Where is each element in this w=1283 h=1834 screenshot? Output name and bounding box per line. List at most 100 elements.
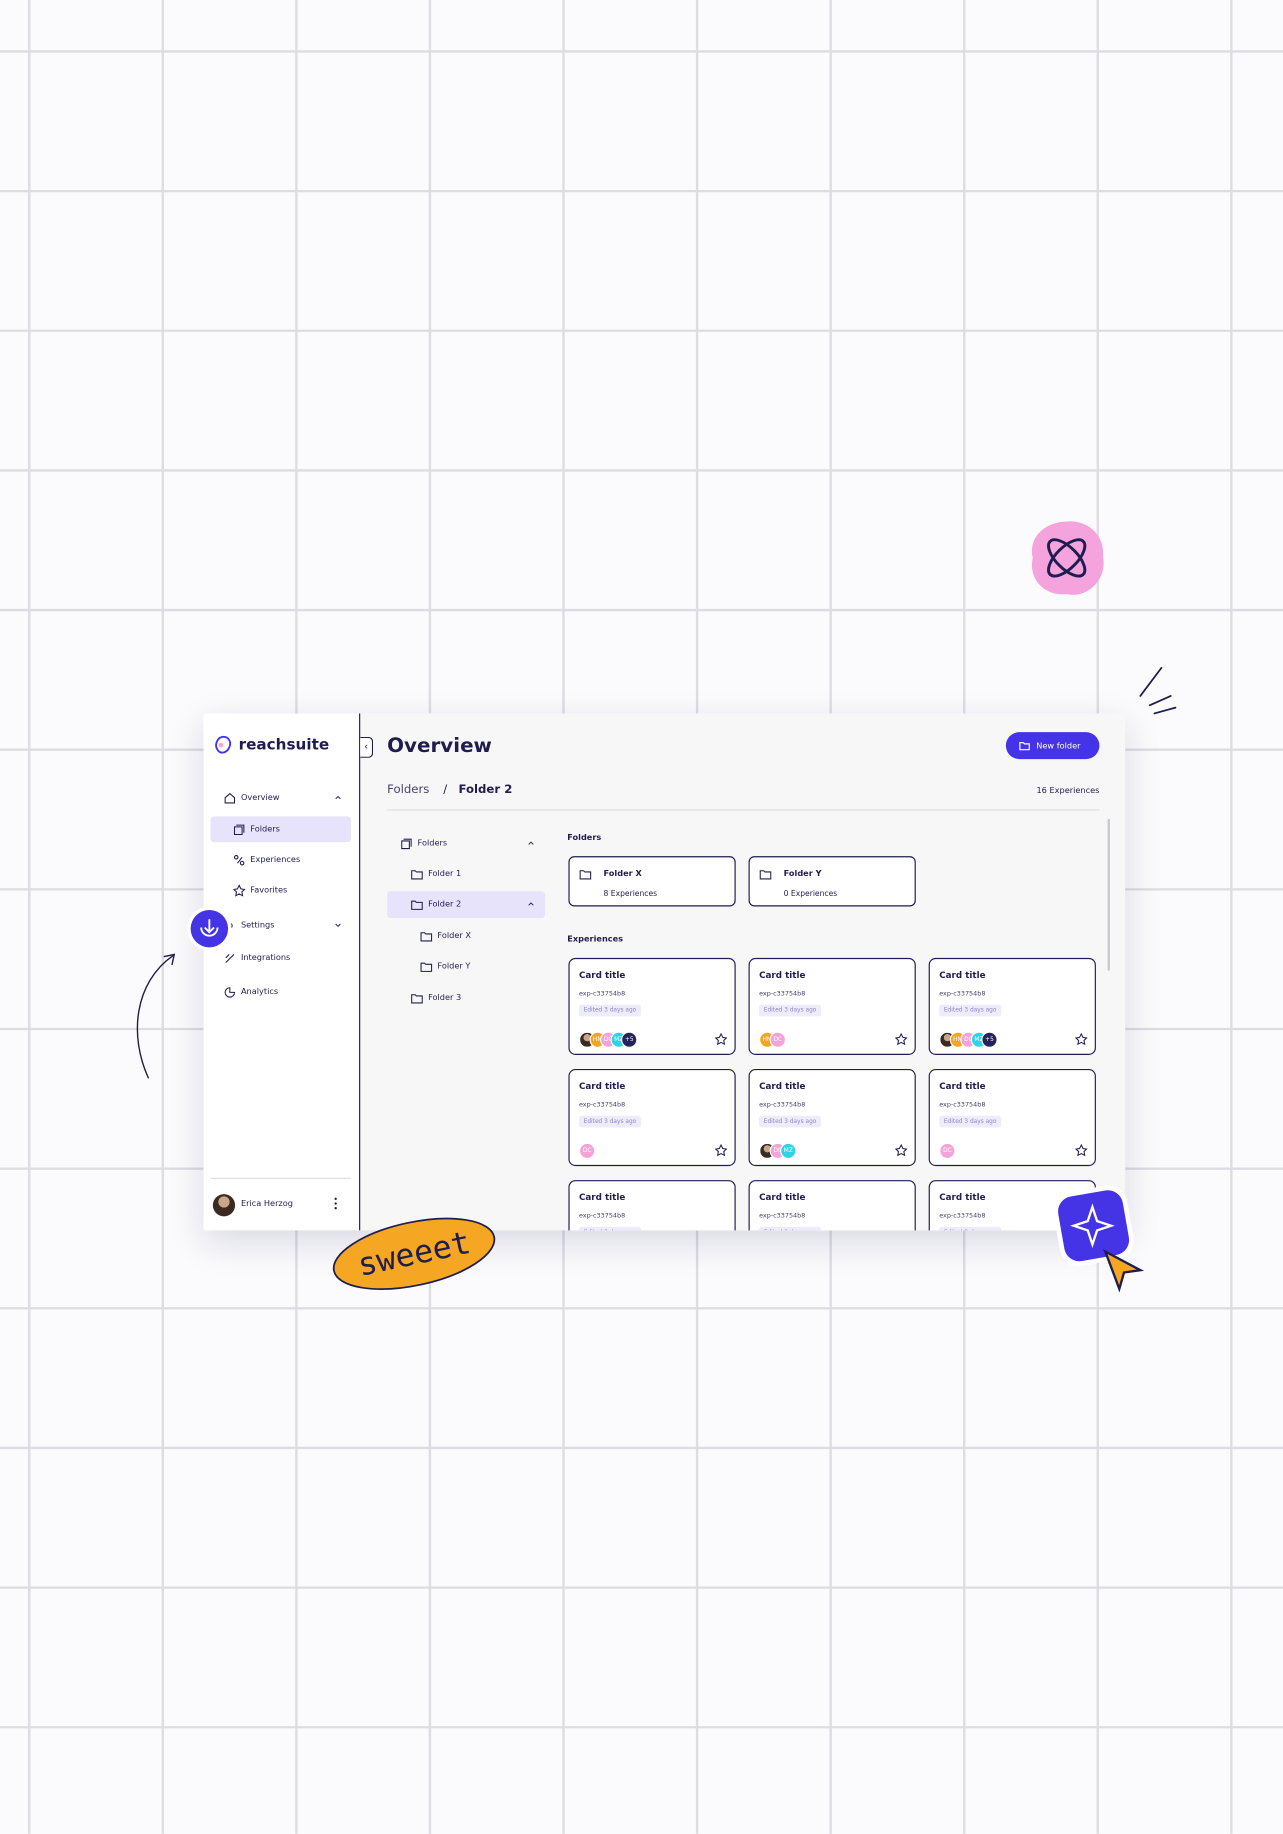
- card-title: Card title: [939, 1080, 986, 1092]
- favorite-star[interactable]: [894, 1143, 908, 1157]
- breadcrumb-item: Folder 2: [458, 783, 513, 797]
- favorite-star[interactable]: [1074, 1032, 1088, 1046]
- edited-pill: Edited 3 days ago: [578, 1004, 641, 1017]
- folder-card[interactable]: Folder Y 0 Experiences: [748, 856, 916, 907]
- icon-shape: [420, 962, 433, 972]
- card-title: Card title: [759, 1080, 806, 1092]
- chevron: [528, 841, 534, 845]
- icon-shape: [224, 986, 236, 997]
- section-label: Folders: [567, 832, 602, 843]
- card-title: Card title: [578, 1191, 626, 1203]
- nav-item[interactable]: Integrations: [240, 953, 291, 963]
- icon-shape: [224, 792, 236, 803]
- folder-card[interactable]: Folder X 8 Experiences: [568, 856, 736, 907]
- edited-pill: Edited 3 days ago: [759, 1226, 822, 1231]
- button-label: New folder: [1036, 740, 1081, 751]
- collapse-button[interactable]: ‹: [360, 736, 374, 758]
- user-menu[interactable]: [332, 1197, 339, 1211]
- experience-card[interactable]: Card title exp-c33754b8 Edited 3 days ago D…: [928, 1069, 1096, 1167]
- tree-item[interactable]: Folder 2: [428, 899, 462, 909]
- user-name: Erica Herzog: [240, 1198, 293, 1209]
- edited-pill: Edited 3 days ago: [578, 1115, 641, 1128]
- sweeet-sticker: sweeet: [332, 1217, 496, 1290]
- avatar: DC: [939, 1142, 956, 1160]
- nav-item[interactable]: Overview: [240, 792, 280, 803]
- edited-pill: Edited 3 days ago: [759, 1115, 822, 1128]
- breadcrumb-item[interactable]: Folders: [387, 783, 430, 797]
- experience-card[interactable]: Card title exp-c33754b8 Edited 3 days ago D…: [568, 1069, 736, 1167]
- icon-shape: [411, 900, 423, 910]
- nav-item[interactable]: Favorites: [250, 885, 288, 895]
- folder-count: 0 Experiences: [783, 888, 838, 899]
- edited-pill: Edited 3 days ago: [578, 1226, 641, 1231]
- avatar: MZ: [780, 1142, 797, 1160]
- divider: [387, 809, 1100, 811]
- experience-card[interactable]: Card title exp-c33754b8 Edited 3 days ago: [568, 1180, 736, 1231]
- folder-name: Folder X: [603, 869, 642, 879]
- icon-shape: [1074, 1143, 1088, 1157]
- card-id: exp-c33754b8: [578, 990, 626, 998]
- avatar: DC: [578, 1142, 596, 1160]
- tree-item[interactable]: Folder 1: [428, 869, 462, 879]
- avatar: DC: [769, 1031, 786, 1048]
- icon: [420, 962, 433, 972]
- download-sticker: [187, 906, 232, 951]
- logo-icon: [215, 735, 232, 754]
- icon-shape: [894, 1143, 908, 1157]
- card-title: Card title: [578, 969, 626, 981]
- favorite-star[interactable]: [1074, 1143, 1088, 1157]
- card-id: exp-c33754b8: [939, 1212, 986, 1220]
- atom-sticker: [1031, 521, 1104, 595]
- icon: [420, 931, 433, 941]
- icon: [224, 986, 236, 997]
- sidebar: reachsuite Overview Folders Experiences Fav…: [203, 713, 361, 1231]
- icon-shape: [894, 1032, 908, 1046]
- experience-card[interactable]: Card title exp-c33754b8 Edited 3 days ago H…: [928, 957, 1096, 1055]
- icon-shape: [579, 869, 592, 879]
- edited-pill: Edited 3 days ago: [939, 1115, 1002, 1128]
- card-id: exp-c33754b8: [759, 1101, 806, 1109]
- user-avatar: [212, 1194, 236, 1217]
- icon: [224, 792, 236, 803]
- nav-item[interactable]: Folders: [250, 824, 280, 834]
- icon-shape: [411, 869, 423, 879]
- tree-item[interactable]: Folder X: [437, 931, 471, 941]
- experience-card[interactable]: Card title exp-c33754b8 Edited 3 days ago H…: [748, 957, 916, 1055]
- experience-card[interactable]: Card title exp-c33754b8 Edited 3 days ago H…: [568, 957, 736, 1055]
- experience-card[interactable]: Card title exp-c33754b8 Edited 3 days ago: [748, 1180, 916, 1231]
- card-id: exp-c33754b8: [578, 1212, 626, 1220]
- experience-card[interactable]: Card title exp-c33754b8 Edited 3 days ago D…: [748, 1069, 916, 1167]
- new-folder-button[interactable]: New folder: [1005, 732, 1100, 760]
- icon: [411, 869, 423, 879]
- icon: [401, 838, 412, 849]
- nav-item[interactable]: Settings: [240, 920, 275, 930]
- icon-shape: [1074, 1032, 1088, 1046]
- chevron: [335, 923, 341, 927]
- chevron-shape: [528, 841, 534, 845]
- icon: [579, 869, 592, 879]
- nav-item[interactable]: Analytics: [240, 987, 279, 997]
- dash-marks: [1139, 666, 1177, 715]
- chevron-shape: [335, 795, 341, 800]
- chevron-shape: [335, 923, 341, 927]
- tree-item[interactable]: Folders: [417, 838, 448, 848]
- tree-item[interactable]: Folder Y: [437, 961, 471, 971]
- icon-shape: [714, 1143, 728, 1157]
- tree-item[interactable]: Folder 3: [428, 992, 462, 1003]
- breadcrumb-separator: /: [443, 783, 448, 797]
- favorite-star[interactable]: [714, 1143, 728, 1157]
- icon: [411, 900, 423, 910]
- icon: [225, 953, 235, 963]
- icon: [233, 854, 245, 865]
- favorite-star[interactable]: [894, 1032, 908, 1046]
- icon: [411, 993, 423, 1003]
- nav-active-bg: [210, 816, 351, 843]
- nav-item[interactable]: Experiences: [250, 854, 301, 865]
- icon: [232, 883, 246, 897]
- card-title: Card title: [578, 1080, 626, 1092]
- icon-shape: [714, 1032, 728, 1046]
- avatar: +5: [621, 1031, 638, 1048]
- favorite-star[interactable]: [714, 1032, 728, 1046]
- divider: [210, 1177, 351, 1179]
